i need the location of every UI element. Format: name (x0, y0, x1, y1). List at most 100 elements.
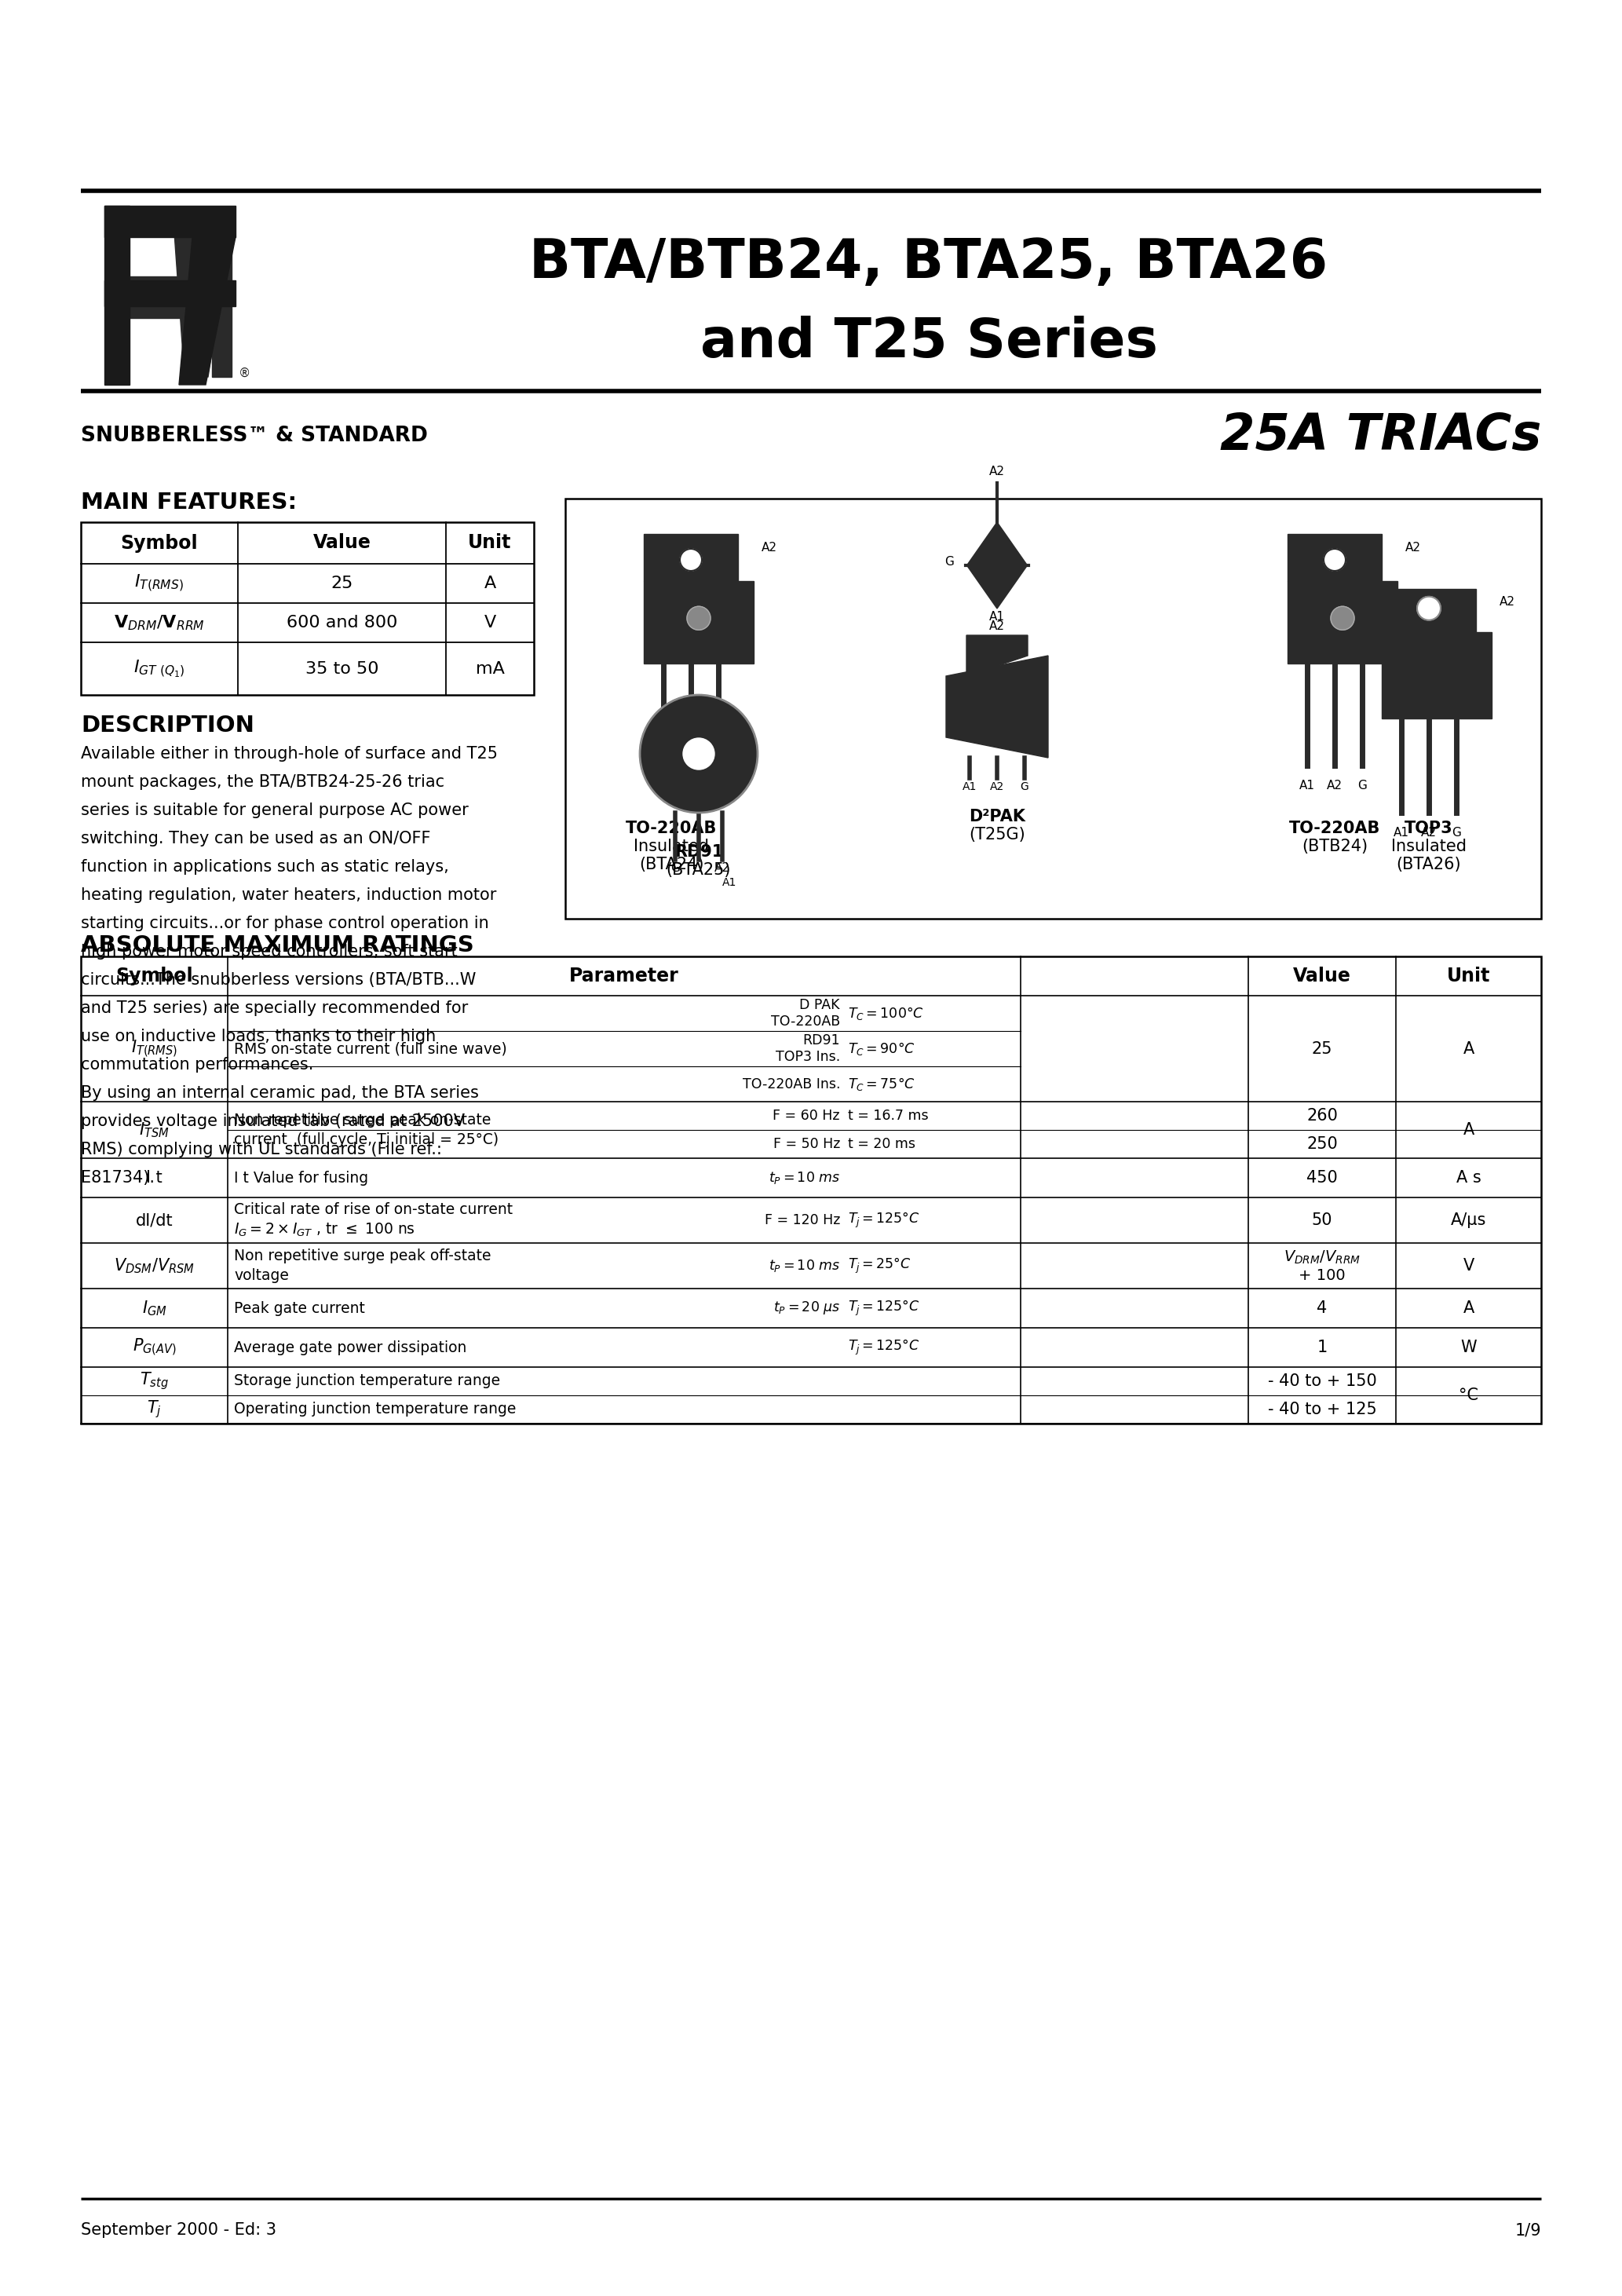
Text: $P_{G(AV)}$: $P_{G(AV)}$ (133, 1336, 177, 1357)
Bar (81, 957, 1541, 1424)
Text: $t_P = 10\ ms$: $t_P = 10\ ms$ (769, 1171, 840, 1185)
Text: dI/dt: dI/dt (136, 1212, 174, 1228)
Bar (564, 498, 1541, 918)
Text: F = 120 Hz: F = 120 Hz (764, 1212, 840, 1228)
Text: Unit: Unit (469, 533, 511, 553)
Text: A2: A2 (1327, 781, 1343, 792)
Text: use on inductive loads, thanks to their high: use on inductive loads, thanks to their … (81, 1029, 436, 1045)
Circle shape (639, 696, 757, 813)
Text: Symbol: Symbol (115, 967, 193, 985)
Text: Average gate power dissipation: Average gate power dissipation (234, 1341, 467, 1355)
Text: SNUBBERLESS™ & STANDARD: SNUBBERLESS™ & STANDARD (81, 425, 428, 445)
Text: - 40 to + 125: - 40 to + 125 (1268, 1401, 1377, 1417)
Text: A2: A2 (1405, 542, 1421, 553)
Text: heating regulation, water heaters, induction motor: heating regulation, water heaters, induc… (81, 886, 496, 902)
Text: G: G (1020, 781, 1028, 792)
Bar (104, 236, 130, 386)
Text: (BTB24): (BTB24) (1301, 838, 1367, 854)
Polygon shape (644, 581, 754, 664)
Text: A1: A1 (1299, 781, 1315, 792)
Text: D PAK
TO-220AB: D PAK TO-220AB (770, 999, 840, 1029)
Text: V: V (483, 615, 496, 631)
Text: G: G (1452, 827, 1461, 838)
Text: By using an internal ceramic pad, the BTA series: By using an internal ceramic pad, the BT… (81, 1086, 478, 1100)
Polygon shape (1382, 588, 1476, 631)
Text: Critical rate of rise of on-state current
$I_G = 2 \times I_{GT}$ , tr $\leq$ 10: Critical rate of rise of on-state curren… (234, 1201, 513, 1238)
Text: I t: I t (146, 1171, 162, 1185)
Text: A2: A2 (989, 540, 1006, 551)
Text: Non repetitive surge peak on-state
current  (full cycle, Tj initial = 25°C): Non repetitive surge peak on-state curre… (234, 1114, 498, 1148)
Text: 260: 260 (1306, 1109, 1338, 1123)
Text: A1: A1 (962, 781, 976, 792)
Text: 25: 25 (1312, 1040, 1333, 1056)
Text: A2: A2 (989, 620, 1006, 631)
Text: A: A (483, 576, 496, 592)
Text: F = 60 Hz: F = 60 Hz (774, 1109, 840, 1123)
Text: G: G (944, 556, 954, 567)
Text: °C: °C (1458, 1387, 1478, 1403)
Text: $T_C = 90°C$: $T_C = 90°C$ (848, 1040, 915, 1056)
Text: ABSOLUTE MAXIMUM RATINGS: ABSOLUTE MAXIMUM RATINGS (81, 934, 474, 957)
Bar (81, 521, 534, 696)
Text: D²PAK: D²PAK (968, 808, 1025, 824)
Text: G: G (670, 863, 680, 875)
Polygon shape (967, 521, 1027, 608)
Text: 25: 25 (331, 576, 354, 592)
Text: TOP3: TOP3 (1405, 820, 1453, 836)
Text: $I_{T(RMS)}$: $I_{T(RMS)}$ (131, 1038, 177, 1058)
Text: Operating junction temperature range: Operating junction temperature range (234, 1403, 516, 1417)
Text: E81734).: E81734). (81, 1171, 154, 1185)
Text: circuits...The snubberless versions (BTA/BTB...W: circuits...The snubberless versions (BTA… (81, 971, 477, 987)
Text: $V_{DRM}/V_{RRM}$
+ 100: $V_{DRM}/V_{RRM}$ + 100 (1283, 1249, 1361, 1283)
Text: Available either in through-hole of surface and T25: Available either in through-hole of surf… (81, 746, 498, 762)
Text: Insulated: Insulated (1392, 838, 1466, 854)
Text: TO-220AB: TO-220AB (626, 820, 717, 836)
Polygon shape (1288, 581, 1398, 664)
Polygon shape (178, 236, 235, 386)
Circle shape (1418, 597, 1440, 620)
Text: G: G (714, 781, 723, 792)
Bar (104, 280, 235, 305)
Text: Unit: Unit (1447, 967, 1491, 985)
Text: Non repetitive surge peak off-state
voltage: Non repetitive surge peak off-state volt… (234, 1249, 491, 1283)
Polygon shape (946, 657, 1048, 758)
Text: $V_{DSM}/V_{RSM}$: $V_{DSM}/V_{RSM}$ (114, 1256, 195, 1274)
Text: A/µs: A/µs (1450, 1212, 1486, 1228)
Text: $T_C = 100°C$: $T_C = 100°C$ (848, 1006, 925, 1022)
Text: 600 and 800: 600 and 800 (287, 615, 397, 631)
Text: and T25 Series: and T25 Series (701, 315, 1158, 367)
Text: 1: 1 (1317, 1339, 1327, 1355)
Text: A2: A2 (714, 863, 730, 875)
Text: ®: ® (238, 367, 251, 379)
Text: Symbol: Symbol (120, 533, 198, 553)
Text: $I_{TSM}$: $I_{TSM}$ (139, 1120, 169, 1139)
Polygon shape (1382, 631, 1492, 719)
Text: (BTA25): (BTA25) (667, 863, 732, 877)
Text: - 40 to + 150: - 40 to + 150 (1268, 1373, 1377, 1389)
Text: A: A (1463, 1040, 1474, 1056)
Circle shape (688, 606, 710, 629)
Text: (T25G): (T25G) (968, 827, 1025, 843)
Text: (BTA24): (BTA24) (639, 856, 704, 872)
Text: $T_{stg}$: $T_{stg}$ (139, 1371, 169, 1391)
Text: (BTA26): (BTA26) (1397, 856, 1461, 872)
Circle shape (680, 549, 702, 572)
Text: A: A (1463, 1123, 1474, 1139)
Text: $t_P = 10\ ms$: $t_P = 10\ ms$ (769, 1258, 840, 1274)
Polygon shape (644, 535, 738, 581)
Text: $\mathbf{V}_{DRM}/\mathbf{V}_{RRM}$: $\mathbf{V}_{DRM}/\mathbf{V}_{RRM}$ (114, 613, 204, 631)
Text: Insulated: Insulated (634, 838, 709, 854)
Text: and T25 series) are specially recommended for: and T25 series) are specially recommende… (81, 1001, 469, 1017)
Text: $I_{GT\ (Q_1)}$: $I_{GT\ (Q_1)}$ (133, 659, 185, 680)
Text: high power motor speed controllers, soft start: high power motor speed controllers, soft… (81, 944, 457, 960)
Polygon shape (105, 298, 232, 377)
Text: G: G (1358, 781, 1367, 792)
Text: Storage junction temperature range: Storage junction temperature range (234, 1373, 500, 1389)
Text: 450: 450 (1306, 1171, 1338, 1185)
Text: $I_{T(RMS)}$: $I_{T(RMS)}$ (135, 574, 185, 595)
Text: RD91
TOP3 Ins.: RD91 TOP3 Ins. (775, 1033, 840, 1063)
Text: Value: Value (313, 533, 371, 553)
Text: A: A (1463, 1300, 1474, 1316)
Polygon shape (172, 211, 232, 377)
Text: A1: A1 (655, 781, 672, 792)
